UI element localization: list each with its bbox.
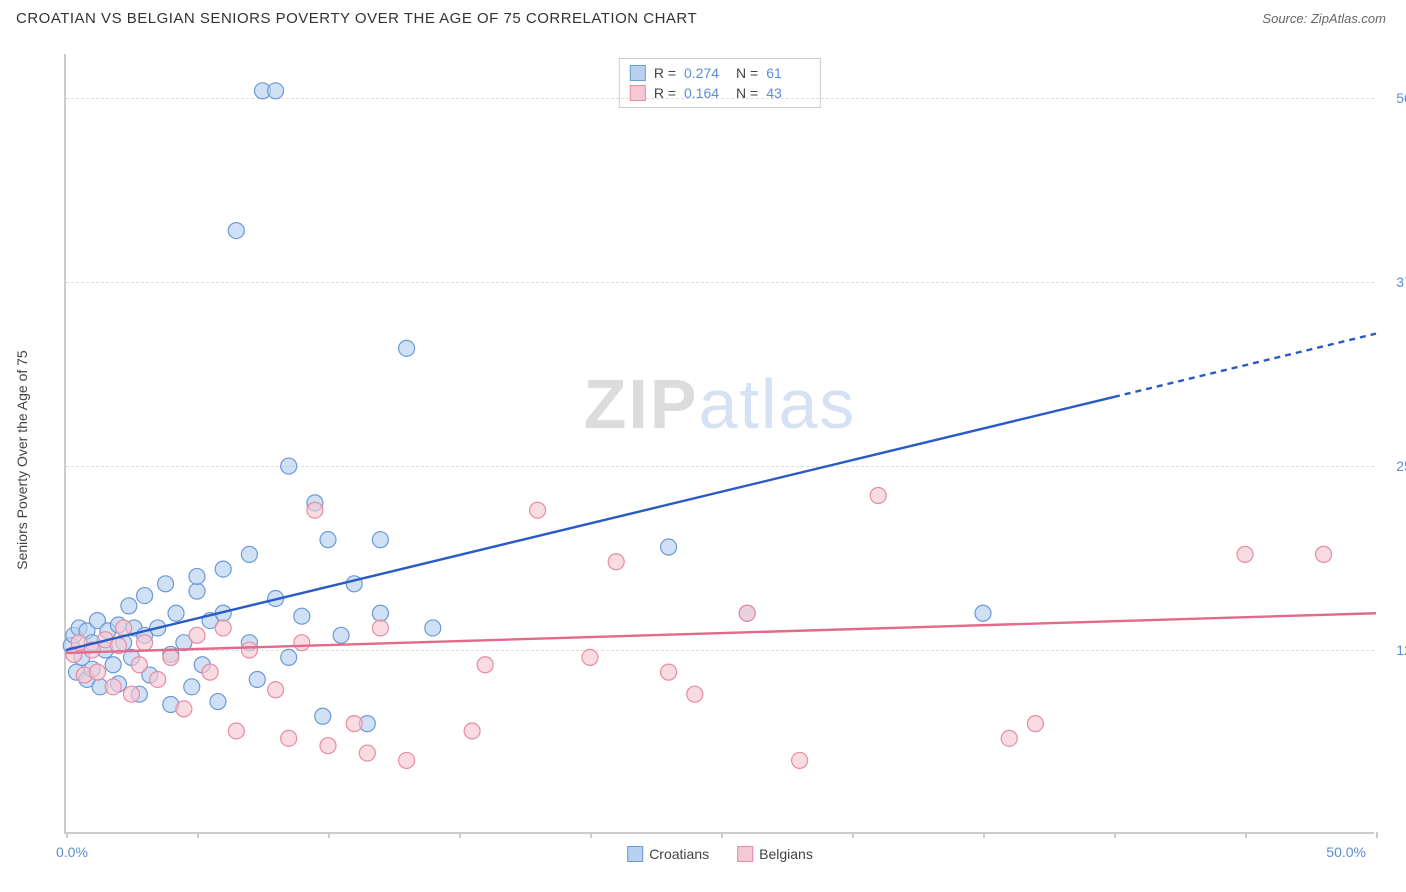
scatter-point	[215, 561, 231, 577]
scatter-point	[477, 657, 493, 673]
y-tick-label: 50.0%	[1380, 90, 1406, 106]
scatter-point	[189, 568, 205, 584]
scatter-point	[870, 488, 886, 504]
y-tick-label: 37.5%	[1380, 274, 1406, 290]
scatter-point	[184, 679, 200, 695]
source-attribution: Source: ZipAtlas.com	[1262, 11, 1386, 26]
scatter-point	[131, 657, 147, 673]
scatter-point	[202, 664, 218, 680]
source-label: Source:	[1262, 11, 1307, 26]
x-tick	[459, 832, 461, 838]
scatter-point	[346, 716, 362, 732]
y-axis-label: Seniors Poverty Over the Age of 75	[14, 350, 30, 569]
scatter-point	[975, 605, 991, 621]
scatter-point	[158, 576, 174, 592]
scatter-point	[687, 686, 703, 702]
chart-header: CROATIAN VS BELGIAN SENIORS POVERTY OVER…	[0, 0, 1406, 37]
scatter-point	[1001, 730, 1017, 746]
scatter-point	[105, 679, 121, 695]
trend-line-dashed	[1114, 334, 1376, 397]
x-tick	[1376, 832, 1378, 838]
scatter-point	[320, 532, 336, 548]
scatter-point	[372, 605, 388, 621]
scatter-point	[150, 671, 166, 687]
scatter-point	[210, 694, 226, 710]
x-tick	[590, 832, 592, 838]
x-axis-max-label: 50.0%	[1326, 844, 1366, 860]
scatter-point	[1316, 546, 1332, 562]
scatter-svg	[66, 54, 1374, 832]
scatter-point	[163, 649, 179, 665]
legend-item: Belgians	[737, 846, 813, 862]
scatter-point	[228, 223, 244, 239]
x-tick	[721, 832, 723, 838]
scatter-point	[105, 657, 121, 673]
scatter-point	[268, 83, 284, 99]
trend-line	[66, 613, 1376, 653]
scatter-point	[1027, 716, 1043, 732]
scatter-point	[372, 620, 388, 636]
scatter-point	[739, 605, 755, 621]
scatter-point	[530, 502, 546, 518]
scatter-point	[333, 627, 349, 643]
x-tick	[983, 832, 985, 838]
x-tick	[1245, 832, 1247, 838]
scatter-point	[608, 554, 624, 570]
scatter-point	[124, 686, 140, 702]
legend-label: Belgians	[759, 846, 813, 862]
scatter-point	[399, 340, 415, 356]
scatter-point	[425, 620, 441, 636]
scatter-point	[215, 620, 231, 636]
scatter-point	[137, 588, 153, 604]
source-name: ZipAtlas.com	[1311, 11, 1386, 26]
scatter-point	[241, 546, 257, 562]
scatter-point	[294, 635, 310, 651]
x-tick	[328, 832, 330, 838]
scatter-point	[241, 642, 257, 658]
scatter-point	[315, 708, 331, 724]
x-axis-min-label: 0.0%	[56, 844, 88, 860]
scatter-point	[661, 539, 677, 555]
scatter-point	[294, 608, 310, 624]
scatter-point	[582, 649, 598, 665]
scatter-point	[320, 738, 336, 754]
legend-item: Croatians	[627, 846, 709, 862]
scatter-point	[307, 502, 323, 518]
scatter-point	[189, 627, 205, 643]
scatter-point	[121, 598, 137, 614]
x-tick	[197, 832, 199, 838]
scatter-point	[1237, 546, 1253, 562]
y-tick-label: 12.5%	[1380, 642, 1406, 658]
scatter-point	[359, 745, 375, 761]
scatter-point	[228, 723, 244, 739]
scatter-point	[168, 605, 184, 621]
scatter-point	[281, 458, 297, 474]
chart-container: Seniors Poverty Over the Age of 75 ZIPat…	[16, 44, 1390, 876]
scatter-point	[137, 635, 153, 651]
plot-area: ZIPatlas R =0.274N =61R =0.164N =43 0.0%…	[64, 54, 1374, 834]
scatter-point	[176, 701, 192, 717]
scatter-point	[249, 671, 265, 687]
x-tick	[66, 832, 68, 838]
scatter-point	[661, 664, 677, 680]
scatter-point	[89, 664, 105, 680]
scatter-point	[189, 583, 205, 599]
scatter-point	[792, 752, 808, 768]
scatter-point	[281, 730, 297, 746]
trend-line	[66, 397, 1114, 650]
y-tick-label: 25.0%	[1380, 458, 1406, 474]
scatter-point	[268, 682, 284, 698]
legend-label: Croatians	[649, 846, 709, 862]
x-tick	[852, 832, 854, 838]
legend-swatch	[737, 846, 753, 862]
legend-bottom: Croatians Belgians	[627, 846, 813, 862]
scatter-point	[281, 649, 297, 665]
legend-swatch	[627, 846, 643, 862]
x-tick	[1114, 832, 1116, 838]
scatter-point	[464, 723, 480, 739]
scatter-point	[372, 532, 388, 548]
chart-title: CROATIAN VS BELGIAN SENIORS POVERTY OVER…	[16, 10, 697, 27]
scatter-point	[399, 752, 415, 768]
